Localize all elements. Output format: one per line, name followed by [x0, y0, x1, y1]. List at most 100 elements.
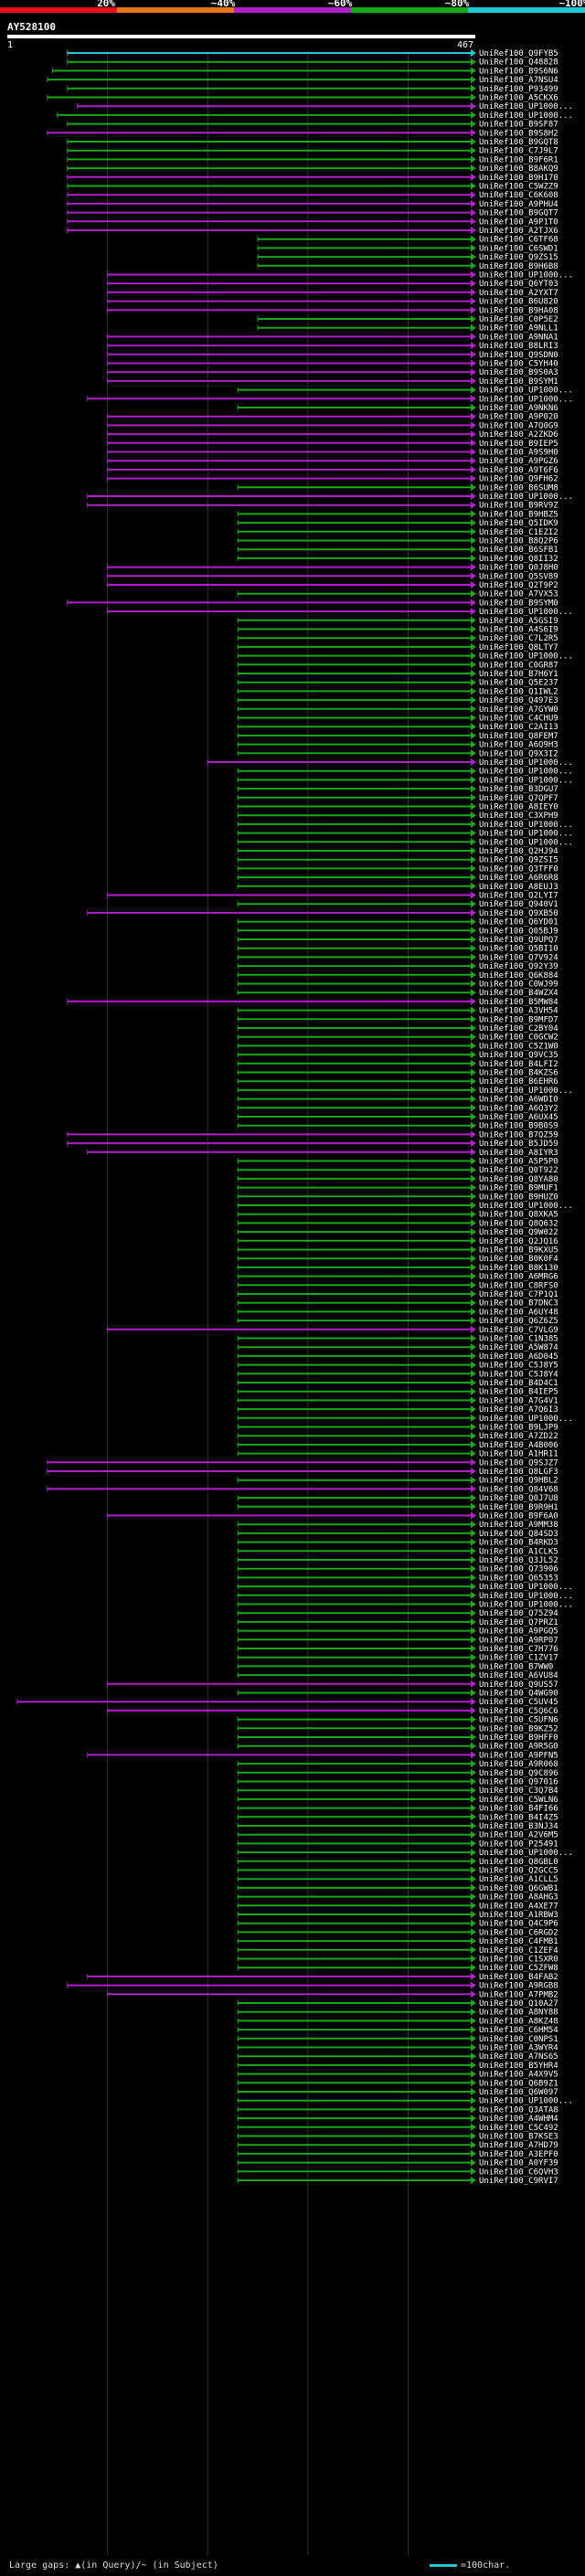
hit-label[interactable]: UniRef100_Q9SDN0: [479, 351, 558, 360]
hit-label[interactable]: UniRef100_A2ZKD6: [479, 430, 558, 440]
hit-label[interactable]: UniRef100_C1EZI2: [479, 528, 558, 537]
hit-label[interactable]: UniRef100_B7KSE3: [479, 2133, 558, 2142]
hit-label[interactable]: UniRef100_C6HM54: [479, 2026, 558, 2035]
hit-label[interactable]: UniRef100_B9F6A0: [479, 1512, 558, 1521]
hit-label[interactable]: UniRef100_B9KZ52: [479, 1724, 558, 1733]
hit-label[interactable]: UniRef100_Q6YT03: [479, 280, 558, 289]
hit-label[interactable]: UniRef100_Q9HBL2: [479, 1477, 558, 1486]
hit-label[interactable]: UniRef100_Q4C9P6: [479, 1920, 558, 1929]
hit-label[interactable]: UniRef100_B4FAB2: [479, 1973, 558, 1982]
hit-label[interactable]: UniRef100_B6SUM8: [479, 483, 558, 493]
hit-label[interactable]: UniRef100_Q75Z94: [479, 1609, 558, 1618]
hit-label[interactable]: UniRef100_C5J8Y4: [479, 1370, 558, 1379]
hit-label[interactable]: UniRef100_UP1000...: [479, 1601, 573, 1610]
hit-label[interactable]: UniRef100_Q5BI10: [479, 945, 558, 954]
hit-label[interactable]: UniRef100_A8IYR3: [479, 1149, 558, 1158]
hit-label[interactable]: UniRef100_C5Z1W0: [479, 1042, 558, 1051]
hit-label[interactable]: UniRef100_B5YHR4: [479, 2062, 558, 2071]
hit-label[interactable]: UniRef100_A7ZD22: [479, 1432, 558, 1441]
hit-label[interactable]: UniRef100_B6EHR6: [479, 1077, 558, 1087]
hit-label[interactable]: UniRef100_B7H6Y1: [479, 670, 558, 679]
hit-label[interactable]: UniRef100_Q4WG90: [479, 1690, 558, 1699]
hit-label[interactable]: UniRef100_A7VX53: [479, 590, 558, 599]
hit-label[interactable]: UniRef100_Q0J8H0: [479, 564, 558, 573]
hit-label[interactable]: UniRef100_B3DGU7: [479, 785, 558, 794]
hit-label[interactable]: UniRef100_C5UFN6: [479, 1716, 558, 1725]
hit-label[interactable]: UniRef100_B8AKQ9: [479, 164, 558, 174]
hit-label[interactable]: UniRef100_A9NLL1: [479, 324, 558, 334]
hit-label[interactable]: UniRef100_C5YH40: [479, 360, 558, 369]
hit-label[interactable]: UniRef100_Q97016: [479, 1778, 558, 1787]
hit-label[interactable]: UniRef100_C5WZZ9: [479, 183, 558, 192]
hit-label[interactable]: UniRef100_Q3JL52: [479, 1556, 558, 1565]
hit-label[interactable]: UniRef100_Q3ATA8: [479, 2105, 558, 2115]
hit-label[interactable]: UniRef100_UP1000...: [479, 1087, 573, 1096]
hit-label[interactable]: UniRef100_A9NNA1: [479, 333, 558, 342]
hit-label[interactable]: UniRef100_A3WYR4: [479, 2044, 558, 2053]
hit-label[interactable]: UniRef100_Q9US57: [479, 1680, 558, 1690]
hit-label[interactable]: UniRef100_Q65353: [479, 1574, 558, 1583]
hit-label[interactable]: UniRef100_B7WW0: [479, 1662, 553, 1671]
hit-label[interactable]: UniRef100_A1RBW3: [479, 1911, 558, 1920]
hit-label[interactable]: UniRef100_Q7PRZ1: [479, 1618, 558, 1627]
hit-label[interactable]: UniRef100_A1CLK5: [479, 1547, 558, 1556]
hit-label[interactable]: UniRef100_UP1000...: [479, 493, 573, 502]
hit-label[interactable]: UniRef100_B9HBZ5: [479, 510, 558, 519]
hit-label[interactable]: UniRef100_C8RFS0: [479, 1281, 558, 1290]
hit-label[interactable]: UniRef100_Q6GWB1: [479, 1884, 558, 1893]
hit-label[interactable]: UniRef100_Q1IWL2: [479, 687, 558, 696]
hit-label[interactable]: UniRef100_C4CHU9: [479, 715, 558, 724]
hit-label[interactable]: UniRef100_Q8Q632: [479, 1219, 558, 1228]
hit-label[interactable]: UniRef100_Q0J7U8: [479, 1494, 558, 1503]
hit-label[interactable]: UniRef100_Q8YA80: [479, 1175, 558, 1184]
hit-label[interactable]: UniRef100_A9PGZ6: [479, 457, 558, 466]
hit-label[interactable]: UniRef100_Q9FYB5: [479, 49, 558, 58]
hit-label[interactable]: UniRef100_A6UX45: [479, 1113, 558, 1122]
hit-label[interactable]: UniRef100_Q05BJ9: [479, 927, 558, 936]
hit-label[interactable]: UniRef100_C0P5E2: [479, 315, 558, 324]
hit-label[interactable]: UniRef100_UP1000...: [479, 652, 573, 662]
hit-label[interactable]: UniRef100_B9R9H1: [479, 1503, 558, 1512]
hit-label[interactable]: UniRef100_Q8FEM7: [479, 732, 558, 741]
hit-label[interactable]: UniRef100_Q5SV89: [479, 572, 558, 581]
hit-label[interactable]: UniRef100_A9MM38: [479, 1521, 558, 1530]
hit-label[interactable]: UniRef100_A5W874: [479, 1343, 558, 1352]
hit-label[interactable]: UniRef100_C5C492: [479, 2124, 558, 2133]
hit-label[interactable]: UniRef100_Q9C896: [479, 1769, 558, 1778]
hit-label[interactable]: UniRef100_A7Q0G9: [479, 421, 558, 430]
hit-label[interactable]: UniRef100_Q2LYI7: [479, 892, 558, 901]
hit-label[interactable]: UniRef100_B9S6N6: [479, 67, 558, 76]
hit-label[interactable]: UniRef100_Q9VC35: [479, 1051, 558, 1060]
hit-label[interactable]: UniRef100_Q497E3: [479, 696, 558, 705]
hit-label[interactable]: UniRef100_UP1000...: [479, 758, 573, 768]
hit-label[interactable]: UniRef100_A5CKX6: [479, 94, 558, 103]
hit-label[interactable]: UniRef100_A4B006: [479, 1441, 558, 1450]
hit-label[interactable]: UniRef100_C0GR87: [479, 661, 558, 670]
hit-label[interactable]: UniRef100_C2AI13: [479, 723, 558, 732]
hit-label[interactable]: UniRef100_UP1000...: [479, 395, 573, 404]
hit-label[interactable]: UniRef100_B9S8H2: [479, 129, 558, 138]
hit-label[interactable]: UniRef100_C7P1Q1: [479, 1290, 558, 1299]
hit-label[interactable]: UniRef100_B4KZS6: [479, 1069, 558, 1078]
hit-label[interactable]: UniRef100_C3XPH9: [479, 811, 558, 821]
hit-label[interactable]: UniRef100_A1HR11: [479, 1450, 558, 1459]
hit-label[interactable]: UniRef100_C5ZFW8: [479, 1964, 558, 1973]
hit-label[interactable]: UniRef100_Q2HJ94: [479, 847, 558, 856]
hit-label[interactable]: UniRef100_A8KZ48: [479, 2017, 558, 2026]
hit-label[interactable]: UniRef100_B9SYM0: [479, 599, 558, 608]
hit-label[interactable]: UniRef100_UP1000...: [479, 1415, 573, 1424]
hit-label[interactable]: UniRef100_UP1000...: [479, 1583, 573, 1592]
hit-label[interactable]: UniRef100_A7NS65: [479, 2052, 558, 2062]
hit-label[interactable]: UniRef100_Q9W022: [479, 1228, 558, 1237]
hit-label[interactable]: UniRef100_A4X9V5: [479, 2071, 558, 2080]
hit-label[interactable]: UniRef100_B9F6R1: [479, 155, 558, 164]
hit-label[interactable]: UniRef100_B9RV9Z: [479, 502, 558, 511]
hit-label[interactable]: UniRef100_A6VU84: [479, 1671, 558, 1680]
hit-label[interactable]: UniRef100_Q9XB50: [479, 909, 558, 918]
hit-label[interactable]: UniRef100_A3EPF0: [479, 2150, 558, 2159]
hit-label[interactable]: UniRef100_B9GQT8: [479, 138, 558, 147]
hit-label[interactable]: UniRef100_B9H170: [479, 174, 558, 183]
hit-label[interactable]: UniRef100_A9R5G0: [479, 1743, 558, 1752]
hit-label[interactable]: UniRef100_Q0T922: [479, 1166, 558, 1175]
hit-label[interactable]: UniRef100_C6TF68: [479, 236, 558, 245]
